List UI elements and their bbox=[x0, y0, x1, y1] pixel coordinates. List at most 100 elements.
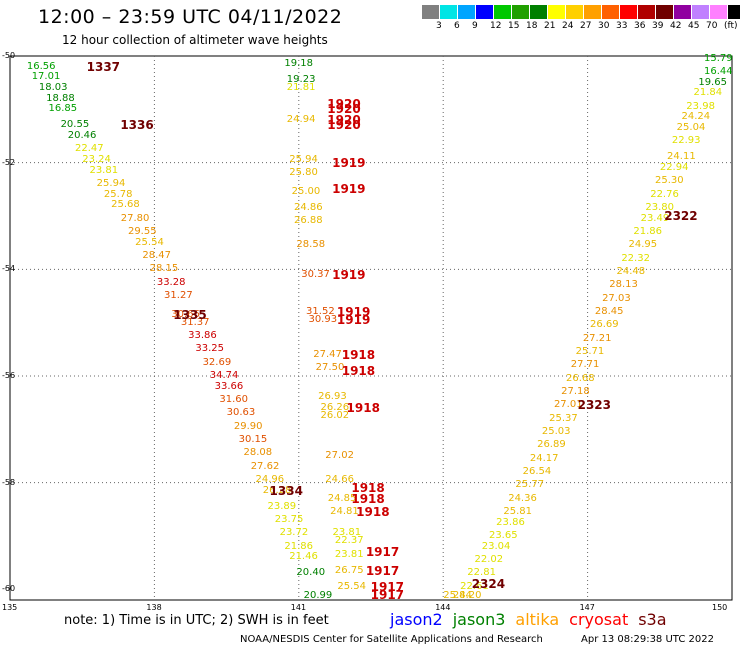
latitude-tick: -58 bbox=[2, 477, 16, 487]
wave-height-label: 19.18 bbox=[284, 58, 314, 69]
pass-time-label: 2324 bbox=[471, 577, 506, 591]
longitude-tick: 147 bbox=[579, 603, 595, 612]
wave-height-label: 23.24 bbox=[82, 154, 111, 165]
wave-height-label: 30.63 bbox=[226, 407, 256, 419]
color-scale bbox=[422, 5, 740, 19]
wave-height-label: 25.81 bbox=[503, 506, 533, 517]
wave-height-label: 22.94 bbox=[659, 162, 689, 173]
pass-time-label: 1919 bbox=[332, 155, 366, 170]
wave-height-label: 33.86 bbox=[188, 330, 217, 341]
wave-height-label: 21.46 bbox=[289, 551, 318, 563]
wave-height-label: 25.03 bbox=[541, 426, 571, 437]
wave-height-label: 26.54 bbox=[522, 466, 552, 477]
wave-height-label: 22.61 bbox=[460, 580, 489, 592]
wave-height-label: 26.68 bbox=[565, 372, 595, 384]
longitude-tick: 135 bbox=[2, 603, 18, 612]
scale-label: 6 bbox=[454, 21, 460, 31]
pass-time-label: 1918 bbox=[346, 401, 380, 415]
longitude-tick: 138 bbox=[146, 603, 162, 612]
wave-height-label: 25.84 bbox=[443, 590, 472, 601]
wave-height-label: 28.08 bbox=[243, 447, 273, 459]
wave-height-label: 25.68 bbox=[111, 199, 140, 211]
latitude-tick: -60 bbox=[2, 584, 16, 594]
scale-swatch bbox=[422, 5, 440, 19]
latitude-tick: -52 bbox=[2, 157, 16, 167]
wave-height-label: 26.69 bbox=[590, 319, 619, 331]
wave-height-label: 23.81 bbox=[332, 527, 362, 539]
wave-height-label: 23.04 bbox=[481, 540, 511, 552]
scale-swatch bbox=[494, 5, 512, 19]
wave-height-label: 28.58 bbox=[296, 239, 326, 251]
wave-height-label: 27.02 bbox=[325, 450, 354, 461]
wave-height-label: 25.94 bbox=[96, 178, 126, 189]
pass-time-label: 1917 bbox=[370, 579, 405, 594]
scale-swatch bbox=[584, 5, 602, 19]
wave-height-label: 23.65 bbox=[488, 530, 518, 541]
scale-swatch bbox=[530, 5, 548, 19]
wave-height-label: 27.62 bbox=[250, 460, 280, 472]
wave-height-label: 16.44 bbox=[704, 66, 733, 77]
wave-height-label: 26.26 bbox=[320, 402, 350, 413]
scale-label: 33 bbox=[616, 21, 628, 31]
legend-entry-jason2: jason2 bbox=[390, 610, 443, 629]
wave-height-label: 25.78 bbox=[103, 188, 133, 200]
scale-swatch bbox=[656, 5, 674, 19]
scale-label: 18 bbox=[526, 21, 538, 31]
scale-swatch bbox=[638, 5, 656, 19]
wave-height-label: 30.66 bbox=[171, 308, 200, 320]
wave-height-label: 28.15 bbox=[149, 263, 179, 275]
wave-height-label: 25.00 bbox=[291, 186, 321, 197]
pass-time-label: 1918 bbox=[351, 491, 385, 506]
wave-height-label: 28.45 bbox=[594, 306, 624, 317]
wave-height-label: 24.24 bbox=[681, 111, 711, 123]
wave-height-label: 26.75 bbox=[334, 564, 364, 576]
wave-height-label: 24.94 bbox=[286, 114, 316, 125]
wave-height-label: 31.60 bbox=[219, 394, 249, 405]
scale-label: 21 bbox=[544, 21, 556, 31]
scale-swatch bbox=[476, 5, 494, 19]
pass-time-label: 1919 bbox=[332, 182, 366, 197]
pass-time-label: 1920 bbox=[327, 113, 361, 127]
scale-swatch bbox=[512, 5, 530, 19]
wave-height-label: 25.30 bbox=[655, 175, 684, 187]
wave-height-label: 24.85 bbox=[327, 492, 357, 504]
scale-label: (ft) bbox=[724, 21, 738, 31]
wave-height-label: 25.94 bbox=[289, 154, 318, 165]
longitude-tick: 141 bbox=[290, 603, 307, 612]
pass-time-label: 1919 bbox=[336, 305, 371, 319]
pass-time-label: 1920 bbox=[327, 97, 361, 111]
wave-height-label: 23.89 bbox=[267, 500, 297, 512]
wave-height-label: 23.86 bbox=[496, 516, 525, 528]
wave-height-label: 20.40 bbox=[296, 567, 326, 579]
scale-swatch bbox=[566, 5, 584, 19]
wave-height-label: 23.81 bbox=[89, 164, 119, 176]
scale-swatch bbox=[548, 5, 566, 19]
wave-height-label: 26.28 bbox=[262, 484, 292, 496]
scale-swatch bbox=[710, 5, 728, 19]
chart-subtitle: 12 hour collection of altimeter wave hei… bbox=[62, 33, 328, 47]
wave-height-label: 19.65 bbox=[698, 76, 727, 88]
pass-time-label: 2323 bbox=[577, 398, 611, 413]
wave-height-label: 27.47 bbox=[313, 348, 342, 360]
wave-height-label: 26.89 bbox=[537, 439, 566, 451]
wave-height-label: 27.50 bbox=[315, 362, 345, 373]
wave-height-label: 23.49 bbox=[640, 212, 670, 224]
latitude-tick: -50 bbox=[2, 51, 16, 60]
wave-height-label: 20.46 bbox=[67, 130, 97, 141]
wave-height-label: 27.18 bbox=[561, 386, 590, 397]
scale-swatch bbox=[674, 5, 692, 19]
wave-height-label: 23.81 bbox=[334, 548, 364, 560]
wave-height-label: 30.37 bbox=[301, 268, 330, 280]
wave-height-label: 25.54 bbox=[135, 236, 164, 248]
wave-height-label: 22.37 bbox=[334, 535, 364, 547]
wave-height-label: 22.02 bbox=[474, 554, 504, 565]
wave-height-label: 32.69 bbox=[202, 356, 232, 368]
scale-swatch bbox=[620, 5, 638, 19]
wave-height-label: 24.11 bbox=[667, 151, 696, 163]
pass-time-label: 1919 bbox=[332, 267, 366, 282]
wave-height-label: 24.48 bbox=[616, 266, 646, 277]
wave-height-label: 22.47 bbox=[75, 143, 104, 155]
wave-height-label: 27.03 bbox=[602, 292, 631, 304]
wave-height-label: 25.37 bbox=[549, 412, 578, 424]
wave-height-label: 17.01 bbox=[31, 71, 61, 83]
